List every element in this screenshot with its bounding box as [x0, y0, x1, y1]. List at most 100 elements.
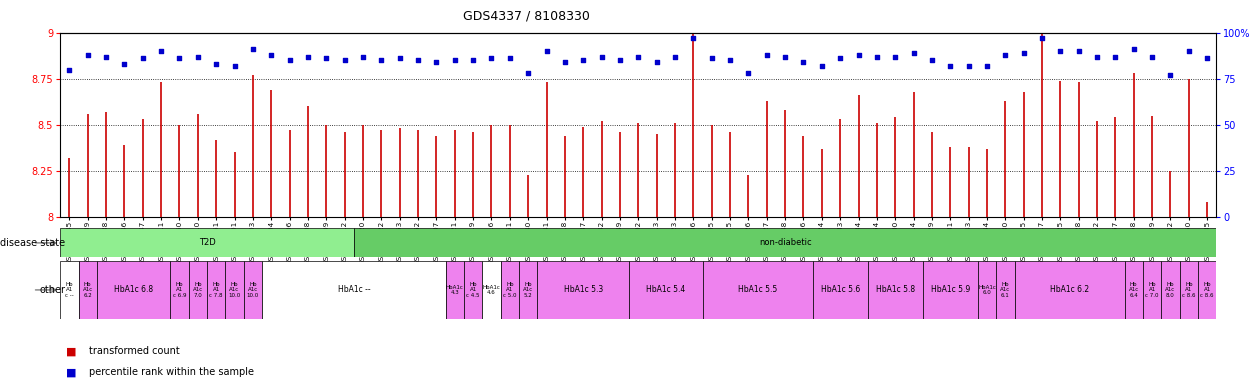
- Point: [224, 63, 245, 69]
- Bar: [923, 261, 978, 319]
- Bar: [79, 261, 97, 319]
- Text: HbA1c
4.6: HbA1c 4.6: [483, 285, 500, 295]
- Text: HbA1c
6.0: HbA1c 6.0: [978, 285, 996, 295]
- Point: [298, 53, 319, 60]
- Point: [1068, 48, 1088, 54]
- Bar: [1180, 261, 1198, 319]
- Point: [1142, 53, 1162, 60]
- Point: [261, 52, 281, 58]
- Point: [996, 52, 1016, 58]
- Point: [188, 53, 208, 60]
- Point: [206, 61, 226, 67]
- Bar: [188, 261, 207, 319]
- Text: HbA1c 5.6: HbA1c 5.6: [820, 285, 860, 295]
- Text: HbA1c 5.8: HbA1c 5.8: [875, 285, 914, 295]
- Point: [683, 35, 703, 41]
- Bar: [978, 261, 996, 319]
- Text: HbA1c 5.9: HbA1c 5.9: [930, 285, 969, 295]
- Point: [1160, 72, 1180, 78]
- Text: Hb
A1
c 6.9: Hb A1 c 6.9: [173, 282, 187, 298]
- Bar: [1014, 261, 1125, 319]
- Text: HbA1c 5.4: HbA1c 5.4: [646, 285, 686, 295]
- Point: [830, 55, 850, 61]
- Point: [97, 53, 117, 60]
- Bar: [483, 261, 500, 319]
- Point: [647, 59, 667, 65]
- Bar: [1198, 261, 1216, 319]
- Bar: [354, 228, 1216, 257]
- Text: Hb
A1c
6.1: Hb A1c 6.1: [1001, 282, 1011, 298]
- Bar: [207, 261, 226, 319]
- Bar: [171, 261, 188, 319]
- Point: [518, 70, 538, 76]
- Text: disease state: disease state: [0, 238, 65, 248]
- Text: Hb
A1
c 5.0: Hb A1 c 5.0: [503, 282, 517, 298]
- Point: [958, 63, 978, 69]
- Point: [775, 53, 795, 60]
- Point: [500, 55, 520, 61]
- Point: [665, 53, 685, 60]
- Text: Hb
A1c
6.2: Hb A1c 6.2: [83, 282, 93, 298]
- Bar: [243, 261, 262, 319]
- Bar: [1142, 261, 1161, 319]
- Text: ■: ■: [66, 346, 76, 356]
- Bar: [813, 261, 868, 319]
- Point: [371, 57, 391, 63]
- Point: [940, 63, 961, 69]
- Point: [904, 50, 924, 56]
- Text: Hb
A1c
10.0: Hb A1c 10.0: [247, 282, 260, 298]
- Text: HbA1c
4.3: HbA1c 4.3: [446, 285, 464, 295]
- Bar: [464, 261, 483, 319]
- Point: [1087, 53, 1107, 60]
- Bar: [262, 261, 445, 319]
- Point: [1051, 48, 1071, 54]
- Point: [592, 53, 612, 60]
- Point: [1198, 55, 1218, 61]
- Point: [794, 59, 814, 65]
- Text: Hb
A1
c --: Hb A1 c --: [65, 282, 74, 298]
- Text: HbA1c --: HbA1c --: [337, 285, 370, 295]
- Bar: [226, 261, 243, 319]
- Point: [867, 53, 887, 60]
- Text: Hb
A1c
7.0: Hb A1c 7.0: [193, 282, 203, 298]
- Point: [702, 55, 722, 61]
- Bar: [630, 261, 702, 319]
- Text: Hb
A1c
6.4: Hb A1c 6.4: [1129, 282, 1139, 298]
- Point: [352, 53, 372, 60]
- Point: [335, 57, 355, 63]
- Point: [482, 55, 502, 61]
- Text: Hb
A1
c 8.6: Hb A1 c 8.6: [1183, 282, 1195, 298]
- Point: [150, 48, 171, 54]
- Point: [1179, 48, 1199, 54]
- Point: [243, 46, 263, 52]
- Bar: [60, 261, 79, 319]
- Point: [609, 57, 630, 63]
- Bar: [500, 261, 519, 319]
- Text: Hb
A1
c 7.0: Hb A1 c 7.0: [1145, 282, 1159, 298]
- Text: Hb
A1c
5.2: Hb A1c 5.2: [523, 282, 533, 298]
- Point: [573, 57, 593, 63]
- Point: [849, 52, 869, 58]
- Point: [739, 70, 759, 76]
- Bar: [702, 261, 813, 319]
- Text: Hb
A1
c 4.5: Hb A1 c 4.5: [466, 282, 480, 298]
- Bar: [996, 261, 1014, 319]
- Bar: [60, 228, 354, 257]
- Point: [390, 55, 410, 61]
- Point: [408, 57, 428, 63]
- Bar: [1125, 261, 1142, 319]
- Point: [114, 61, 134, 67]
- Bar: [868, 261, 923, 319]
- Point: [78, 52, 98, 58]
- Point: [720, 57, 740, 63]
- Text: HbA1c 5.3: HbA1c 5.3: [563, 285, 603, 295]
- Bar: [97, 261, 171, 319]
- Text: transformed count: transformed count: [89, 346, 179, 356]
- Point: [133, 55, 153, 61]
- Point: [1013, 50, 1033, 56]
- Text: Hb
A1
c 7.8: Hb A1 c 7.8: [209, 282, 223, 298]
- Text: Hb
A1
c 8.6: Hb A1 c 8.6: [1200, 282, 1214, 298]
- Point: [316, 55, 336, 61]
- Point: [1106, 53, 1126, 60]
- Point: [922, 57, 942, 63]
